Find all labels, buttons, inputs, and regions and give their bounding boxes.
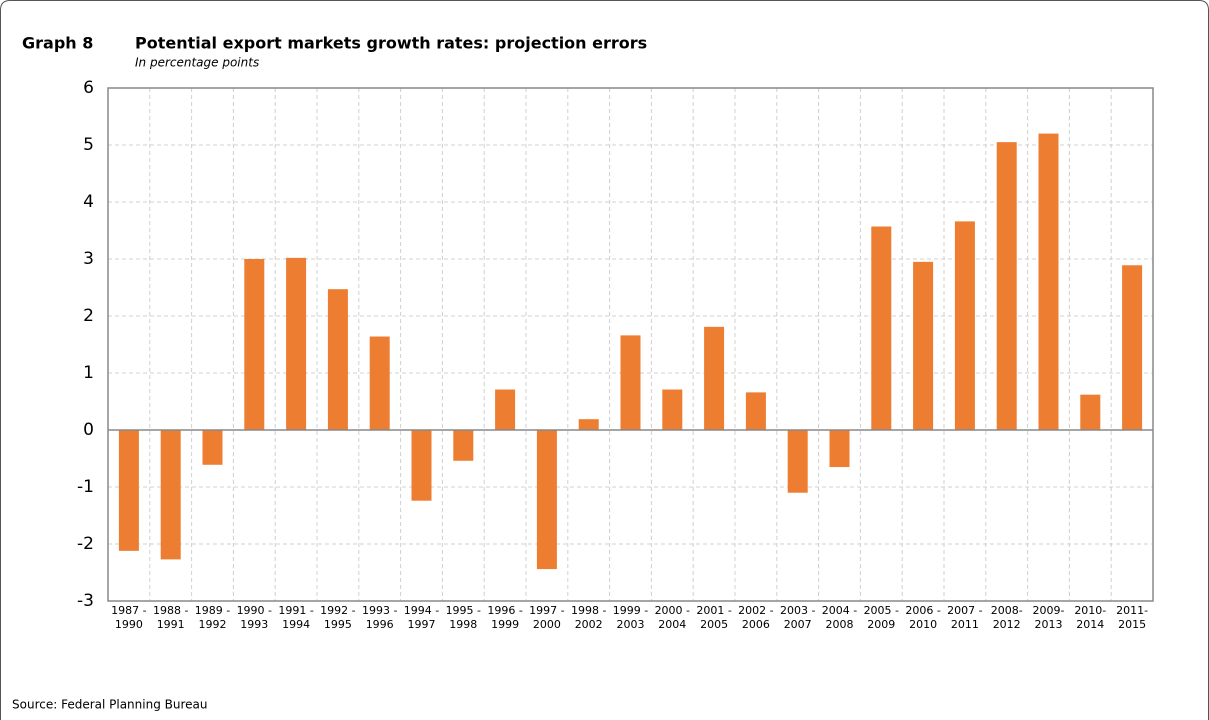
y-tick-label: -1	[77, 477, 94, 497]
y-tick-label: 5	[83, 135, 94, 155]
source: Source: Federal Planning Bureau	[12, 698, 208, 712]
x-tick-label: 2010-	[1074, 604, 1106, 617]
x-tick-label: 1991	[157, 618, 185, 631]
bar	[327, 289, 348, 430]
bar	[954, 221, 975, 430]
x-tick-label: 2008	[826, 618, 854, 631]
x-tick-label: 1994	[282, 618, 310, 631]
x-tick-label: 2007 -	[947, 604, 982, 617]
x-tick-label: 1993 -	[362, 604, 397, 617]
chart-title: Potential export markets growth rates: p…	[135, 34, 647, 53]
y-tick-label: -2	[77, 534, 94, 554]
bar	[745, 392, 766, 430]
bar	[453, 430, 474, 461]
x-tick-label: 1992 -	[320, 604, 355, 617]
bar	[787, 430, 808, 493]
x-tick-label: 1995 -	[446, 604, 481, 617]
bar	[662, 389, 683, 430]
x-tick-label: 2014	[1076, 618, 1104, 631]
x-tick-label: 2004 -	[822, 604, 857, 617]
x-tick-label: 1990	[115, 618, 143, 631]
x-tick-label: 1990 -	[237, 604, 272, 617]
bar	[495, 389, 516, 430]
x-tick-label: 2004	[658, 618, 686, 631]
x-tick-label: 1997 -	[529, 604, 564, 617]
x-tick-label: 1995	[324, 618, 352, 631]
x-tick-label: 2009-	[1033, 604, 1065, 617]
x-tick-label: 2013	[1035, 618, 1063, 631]
x-tick-label: 1996	[366, 618, 394, 631]
x-tick-label: 1999 -	[613, 604, 648, 617]
x-tick-label: 1996 -	[487, 604, 522, 617]
x-tick-label: 2012	[993, 618, 1021, 631]
bar	[704, 326, 725, 430]
x-tick-label: 2005	[700, 618, 728, 631]
x-tick-label: 1999	[491, 618, 519, 631]
chart-subtitle: In percentage points	[135, 56, 259, 70]
y-tick-label: 3	[83, 249, 94, 269]
x-tick-label: 2000 -	[655, 604, 690, 617]
x-tick-label: 2002	[575, 618, 603, 631]
x-tick-label: 2005 -	[864, 604, 899, 617]
bar	[1038, 133, 1059, 430]
y-tick-label: 6	[83, 78, 94, 98]
bar	[620, 335, 641, 430]
x-tick-label: 1989 -	[195, 604, 230, 617]
x-tick-label: 1994 -	[404, 604, 439, 617]
y-tick-label: 0	[83, 420, 94, 440]
bar	[160, 430, 181, 560]
x-tick-label: 2002 -	[738, 604, 773, 617]
bar	[913, 261, 934, 430]
x-tick-label: 1992	[199, 618, 227, 631]
x-tick-label: 2010	[909, 618, 937, 631]
bar	[1080, 394, 1101, 430]
plot-border	[107, 87, 1154, 602]
x-tick-label: 2008-	[991, 604, 1023, 617]
x-tick-label: 2011-	[1116, 604, 1148, 617]
bar	[536, 430, 557, 570]
x-tick-label: 2011	[951, 618, 979, 631]
y-tick-label: 4	[83, 192, 94, 212]
x-tick-label: 2015	[1118, 618, 1146, 631]
bar	[369, 336, 390, 430]
bar	[996, 142, 1017, 430]
x-tick-label: 2006 -	[905, 604, 940, 617]
bar	[411, 430, 432, 501]
x-tick-label: 1988 -	[153, 604, 188, 617]
x-tick-label: 1997	[408, 618, 436, 631]
x-tick-label: 1993	[240, 618, 268, 631]
x-tick-label: 2007	[784, 618, 812, 631]
bar	[202, 430, 223, 465]
x-tick-label: 1991 -	[278, 604, 313, 617]
bar	[118, 430, 139, 551]
bar	[244, 259, 265, 430]
y-tick-label: 1	[83, 363, 94, 383]
x-tick-label: 2009	[867, 618, 895, 631]
bar	[578, 419, 599, 430]
x-tick-label: 1987 -	[111, 604, 146, 617]
x-tick-label: 2006	[742, 618, 770, 631]
x-tick-label: 2003 -	[780, 604, 815, 617]
graph-label: Graph 8	[22, 34, 93, 53]
x-tick-label: 2000	[533, 618, 561, 631]
bar	[286, 257, 307, 430]
bar	[871, 226, 892, 430]
x-tick-label: 1998	[449, 618, 477, 631]
x-tick-label: 2001 -	[696, 604, 731, 617]
bar	[829, 430, 850, 468]
bar	[1122, 265, 1143, 430]
y-tick-label: 2	[83, 306, 94, 326]
y-tick-label: -3	[77, 591, 94, 611]
x-tick-label: 2003	[617, 618, 645, 631]
x-tick-label: 1998 -	[571, 604, 606, 617]
